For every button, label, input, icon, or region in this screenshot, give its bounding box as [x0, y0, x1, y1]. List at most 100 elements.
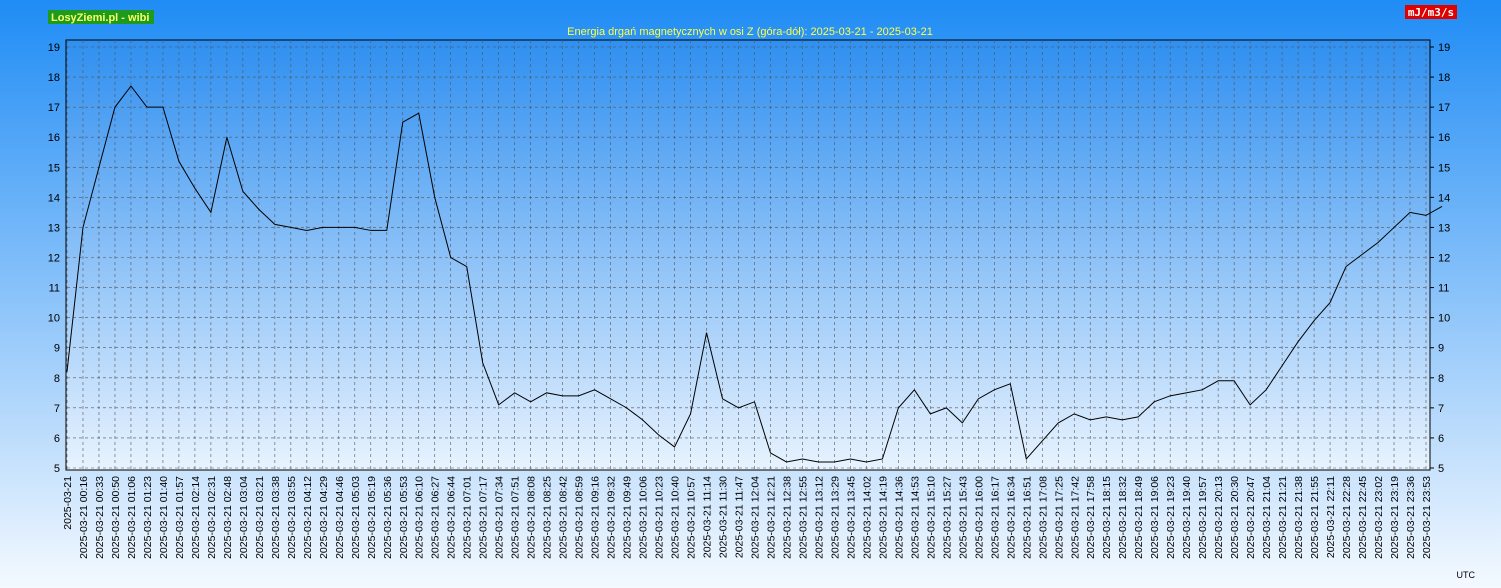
y-tick-label: 15: [48, 162, 60, 174]
x-tick-label: 2025-03-21 17:25: [1053, 476, 1065, 559]
unit: mJ/m3/s: [1408, 6, 1454, 19]
x-tick-label: 2025-03-21 17:08: [1037, 476, 1049, 559]
x-tick-label: 2025-03-21 12:21: [765, 476, 777, 559]
x-tick-label: 2025-03-21 10:57: [686, 476, 698, 559]
unit-box: [1405, 5, 1457, 19]
x-tick-label: 2025-03-21 07:17: [478, 476, 490, 559]
x-tick-label: 2025-03-21 20:13: [1213, 476, 1225, 559]
y2-tick-label: 5: [1438, 463, 1444, 475]
x-tick-label: 2025-03-21 08:42: [558, 476, 570, 559]
x-tick-label: 2025-03-21 11:47: [734, 476, 746, 558]
x-tick-label: 2025-03-21 17:58: [1085, 476, 1097, 559]
y-tick-label: 12: [48, 253, 60, 265]
x-tick-label: 2025-03-21 09:16: [590, 476, 602, 559]
y-tick-label: 18: [48, 72, 60, 84]
x-tick-label: 2025-03-21 23:36: [1405, 476, 1417, 559]
x-tick-label: 2025-03-21 21:04: [1261, 476, 1273, 559]
y-tick-label: 19: [48, 42, 60, 54]
x-tick-label: 2025-03-21 04:46: [334, 476, 346, 559]
x-tick-label: 2025-03-21 06:44: [446, 476, 458, 559]
brand: LosyZiemi.pl - wibi: [51, 12, 149, 24]
x-tick-label: 2025-03-21 23:53: [1421, 476, 1433, 559]
x-tick-label: 2025-03-21 08:25: [542, 476, 554, 559]
x-tick-label: 2025-03-21 16:00: [973, 476, 985, 559]
y2-tick-label: 15: [1438, 162, 1450, 174]
y2-tick-label: 18: [1438, 72, 1450, 84]
x-tick-label: 2025-03-21 23:19: [1389, 476, 1401, 559]
x-tick-label: 2025-03-21: [62, 476, 74, 530]
x-tick-label: 2025-03-21 23:02: [1373, 476, 1385, 559]
y2-tick-label: 16: [1438, 132, 1450, 144]
x-tick-label: 2025-03-21 22:45: [1357, 476, 1369, 559]
y2-tick-label: 19: [1438, 42, 1450, 54]
x-tick-label: 2025-03-21 05:53: [398, 476, 410, 559]
brand-box: [48, 10, 154, 24]
y-tick-label: 9: [54, 343, 60, 355]
x-tick-label: 2025-03-21 03:04: [238, 476, 250, 559]
y-tick-label: 5: [54, 463, 60, 475]
x-tick-label: 2025-03-21 21:21: [1277, 476, 1289, 559]
x-tick-label: 2025-03-21 17:42: [1069, 476, 1081, 559]
x-tick-label: 2025-03-21 09:49: [622, 476, 634, 559]
x-tick-label: 2025-03-21 16:51: [1021, 476, 1033, 559]
x-tick-label: 2025-03-21 21:38: [1293, 476, 1305, 559]
x-tick-label: 2025-03-21 13:12: [813, 476, 825, 559]
y2-tick-label: 10: [1438, 313, 1450, 325]
x-tick-label: 2025-03-21 03:38: [270, 476, 282, 559]
x-tick-label: 2025-03-21 01:57: [174, 476, 186, 559]
x-tick-label: 2025-03-21 04:12: [302, 476, 314, 559]
x-tick-label: 2025-03-21 15:27: [941, 476, 953, 559]
x-tick-label: 2025-03-21 03:21: [254, 476, 266, 559]
x-tick-label: 2025-03-21 02:14: [190, 476, 202, 559]
x-tick-label: 2025-03-21 01:23: [142, 476, 154, 559]
x-tick-label: 2025-03-21 12:38: [781, 476, 793, 559]
y-tick-label: 16: [48, 132, 60, 144]
y-tick-label: 13: [48, 222, 60, 234]
x-tick-label: 2025-03-21 05:19: [366, 476, 378, 559]
x-tick-label: 2025-03-21 02:48: [222, 476, 234, 559]
y-tick-label: 14: [48, 192, 60, 204]
x-tick-label: 2025-03-21 07:34: [494, 476, 506, 559]
x-tick-label: 2025-03-21 13:29: [829, 476, 841, 559]
x-tick-label: 2025-03-21 04:29: [318, 476, 330, 559]
x-tick-label: 2025-03-21 12:55: [797, 476, 809, 559]
x-tick-label: 2025-03-21 06:10: [414, 476, 426, 559]
x-tick-label: 2025-03-21 21:55: [1309, 476, 1321, 559]
x-tick-label: 2025-03-21 08:08: [526, 476, 538, 559]
y2-tick-label: 8: [1438, 373, 1444, 385]
x-tick-label: 2025-03-21 16:34: [1005, 476, 1017, 559]
plot-area: [65, 39, 1431, 471]
x-tick-label: 2025-03-21 01:40: [158, 476, 170, 559]
x-tick-label: 2025-03-21 06:27: [430, 476, 442, 559]
x-tick-label: 2025-03-21 09:32: [606, 476, 618, 559]
y-tick-label: 7: [54, 403, 60, 415]
y2-tick-label: 13: [1438, 222, 1450, 234]
y2-tick-label: 7: [1438, 403, 1444, 415]
y2-tick-label: 14: [1438, 192, 1450, 204]
x-tick-label: 2025-03-21 05:36: [382, 476, 394, 559]
x-tick-label: 2025-03-21 22:11: [1325, 476, 1337, 558]
x-tick-label: 2025-03-21 22:28: [1341, 476, 1353, 559]
x-tick-label: 2025-03-21 01:06: [126, 476, 138, 559]
chart-title: Energia drgań magnetycznych w osi Z (gór…: [567, 26, 933, 38]
y2-tick-label: 17: [1438, 102, 1450, 114]
x-tick-label: 2025-03-21 19:06: [1149, 476, 1161, 559]
x-tick-label: 2025-03-21 10:06: [638, 476, 650, 559]
x-tick-label: 2025-03-21 03:55: [286, 476, 298, 559]
x-tick-label: 2025-03-21 10:40: [670, 476, 682, 559]
x-tick-label: 2025-03-21 14:53: [909, 476, 921, 559]
y2-tick-label: 9: [1438, 343, 1444, 355]
x-tick-label: 2025-03-21 00:16: [78, 476, 90, 559]
x-tick-label: 2025-03-21 19:40: [1181, 476, 1193, 559]
x-tick-label: 2025-03-21 02:31: [206, 476, 218, 559]
data-line: [66, 85, 1443, 463]
x-tick-label: 2025-03-21 18:49: [1133, 476, 1145, 559]
x-tick-label: 2025-03-21 12:04: [749, 476, 761, 559]
x-tick-label: 2025-03-21 00:50: [110, 476, 122, 559]
x-tick-label: 2025-03-21 19:57: [1197, 476, 1209, 559]
x-tick-label: 2025-03-21 00:33: [94, 476, 106, 559]
x-tick-label: 2025-03-21 11:30: [718, 476, 730, 558]
x-tick-label: 2025-03-21 05:03: [350, 476, 362, 559]
x-note: UTC: [1457, 570, 1476, 580]
